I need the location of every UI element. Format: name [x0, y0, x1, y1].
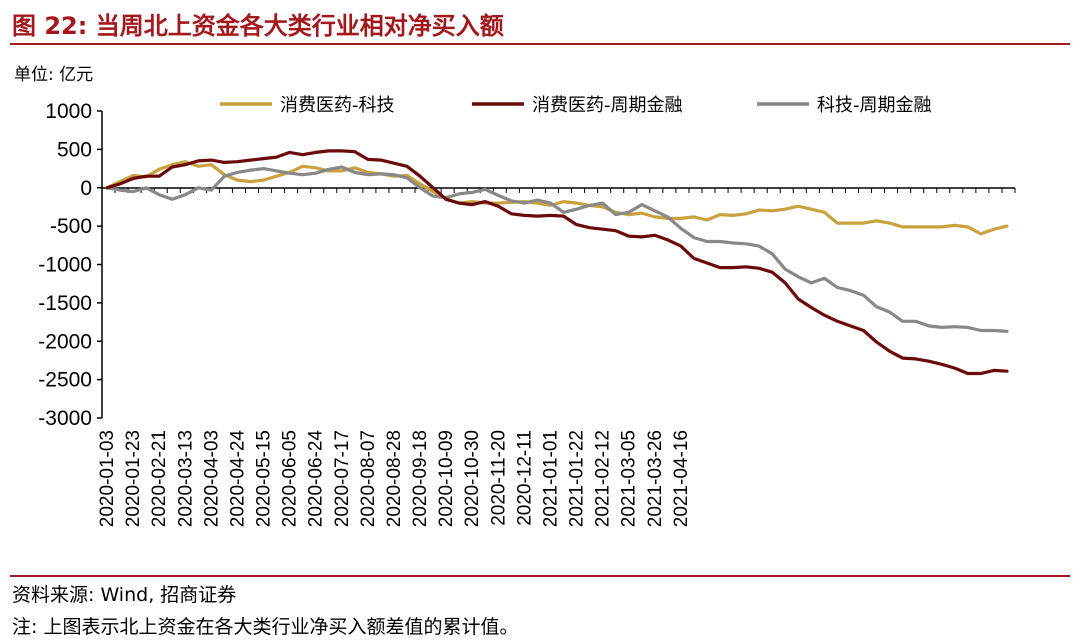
x-tick-label: 2020-02-21	[149, 430, 170, 527]
x-tick-label: 2020-09-18	[410, 430, 431, 527]
x-tick-label: 2020-06-05	[280, 430, 301, 527]
x-tick-label: 2020-12-11	[514, 430, 535, 526]
y-tick-label: -3000	[38, 407, 92, 430]
footnote: 注: 上图表示北上资金在各大类行业净买入额差值的累计值。	[12, 616, 519, 638]
title-rule	[10, 43, 1070, 45]
figure-title: 图 22: 当周北上资金各大类行业相对净买入额	[12, 12, 504, 40]
x-tick-label: 2020-07-17	[332, 430, 353, 527]
x-tick-label: 2021-01-22	[567, 430, 588, 527]
x-tick-label: 2020-05-15	[254, 430, 275, 527]
x-tick-label: 2020-03-13	[175, 430, 196, 527]
y-tick-label: 500	[57, 138, 92, 161]
unit-label: 单位: 亿元	[14, 65, 94, 85]
y-tick-label: -2000	[38, 330, 92, 353]
x-tick-label: 2020-06-24	[306, 430, 327, 528]
x-tick-label: 2021-02-12	[593, 430, 614, 527]
x-tick-label: 2020-11-20	[488, 430, 509, 526]
y-tick-label: -2500	[38, 369, 92, 392]
y-tick-label: -1000	[38, 254, 92, 277]
y-tick-label: -500	[50, 215, 92, 238]
y-tick-label: -1500	[38, 292, 92, 315]
x-tick-label: 2020-08-07	[358, 430, 379, 527]
y-tick-label: 0	[80, 177, 92, 200]
series-line-2	[105, 149, 1009, 376]
x-tick-label: 2021-03-05	[619, 430, 640, 527]
x-tick-label: 2020-10-09	[436, 430, 457, 527]
source-note: 资料来源: Wind, 招商证券	[12, 584, 237, 606]
x-tick-label: 2021-01-01	[540, 430, 561, 527]
x-tick-label: 2020-04-24	[227, 430, 248, 528]
x-tick-label: 2020-10-30	[462, 430, 483, 527]
x-tick-label: 2021-03-26	[645, 430, 666, 527]
legend-label: 科技-周期金融	[817, 95, 932, 116]
legend-label: 消费医药-科技	[280, 95, 395, 116]
x-tick-label: 2020-04-03	[201, 430, 222, 527]
x-tick-label: 2021-04-16	[671, 430, 692, 527]
y-tick-label: 1000	[45, 100, 92, 123]
footer-rule	[10, 575, 1070, 577]
series-line-1	[105, 160, 1009, 236]
x-tick-label: 2020-01-03	[97, 430, 118, 527]
series-line-3	[105, 165, 1009, 333]
x-tick-label: 2020-08-28	[384, 430, 405, 527]
x-tick-label: 2020-01-23	[123, 430, 144, 527]
legend-label: 消费医药-周期金融	[532, 95, 683, 116]
